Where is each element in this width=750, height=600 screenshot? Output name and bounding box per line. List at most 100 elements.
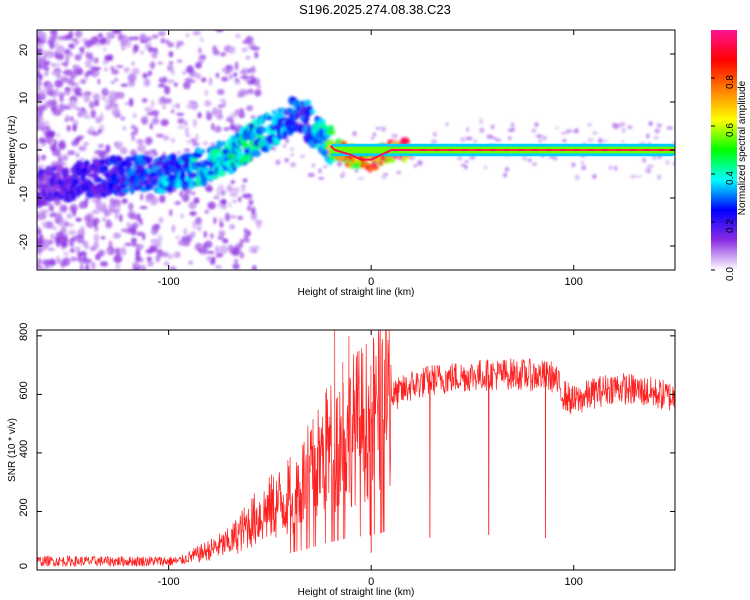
spectrogram-noise-blob: [538, 138, 543, 143]
spectrogram-noise-blob: [62, 257, 71, 266]
spectrogram-noise-blob: [120, 228, 129, 233]
spectrogram-ridge-blob: [260, 127, 268, 133]
spectrogram-noise-blob: [105, 32, 115, 37]
spectrogram-noise-blob: [229, 124, 237, 131]
spectrogram-noise-blob: [37, 121, 45, 128]
spectrogram-noise-blob: [147, 70, 153, 76]
snr-ytick-label: 400: [18, 440, 30, 458]
spectrogram-noise-blob: [155, 254, 161, 263]
snr-frame: [36, 329, 676, 571]
spectrogram-noise-blob: [176, 43, 180, 50]
spectrogram-noise-blob: [207, 201, 216, 210]
spectrogram-noise-blob: [141, 98, 148, 103]
spectrogram-noise-blob: [469, 155, 476, 160]
spectrogram-noise-blob: [176, 59, 183, 64]
spectrogram-noise-blob: [92, 93, 101, 102]
spectrogram-noise-blob: [445, 122, 449, 126]
spectrogram-ridge-blob: [273, 139, 281, 146]
spectrogram-noise-blob: [145, 136, 153, 145]
spectrogram-noise-blob: [78, 251, 87, 257]
spectrogram-noise-blob: [72, 124, 77, 132]
spectrogram-noise-blob: [79, 46, 85, 53]
spectrogram-noise-blob: [71, 242, 75, 248]
spectrogram-noise-blob: [56, 52, 65, 61]
spectrogram-noise-blob: [100, 236, 106, 240]
spectrogram-noise-blob: [290, 152, 294, 157]
spectrogram-noise-blob: [141, 264, 146, 270]
spectrogram-noise-blob: [250, 66, 256, 74]
spectrogram-noise-blob: [382, 173, 389, 176]
spectrogram-noise-blob: [84, 39, 93, 49]
spectrogram-noise-blob: [239, 252, 245, 259]
spectrogram-ridge-blob: [221, 140, 226, 147]
spectrogram-noise-blob: [203, 230, 208, 238]
spectrogram-noise-blob: [119, 213, 123, 223]
spectrogram-noise-blob: [84, 243, 90, 250]
spectrogram-noise-blob: [238, 196, 242, 203]
spectrogram-noise-blob: [70, 116, 74, 122]
snr-xtick-label: -100: [158, 576, 180, 588]
spectrogram-noise-blob: [573, 128, 579, 134]
spectrogram-noise-blob: [149, 122, 153, 130]
spectrogram-noise-blob: [592, 131, 598, 135]
spectrogram-noise-blob: [80, 79, 87, 84]
spectrogram-noise-blob: [621, 139, 625, 143]
spectrogram-noise-blob: [98, 32, 103, 38]
spectrogram-noise-blob: [171, 104, 180, 108]
spectrogram-noise-blob: [49, 143, 57, 152]
spectrogram-noise-blob: [37, 36, 40, 44]
spectrogram-noise-blob: [173, 82, 178, 87]
spectrogram-noise-blob: [197, 112, 202, 119]
spectrogram-noise-blob: [151, 117, 160, 125]
spectrogram-noise-blob: [219, 221, 224, 228]
chart-title: S196.2025.274.08.38.C23: [299, 2, 451, 17]
spectrogram-noise-blob: [37, 30, 41, 37]
spectrogram-noise-blob: [155, 241, 162, 248]
spectrogram-noise-blob: [84, 72, 90, 77]
spectrogram-noise-blob: [611, 122, 618, 127]
spectrogram-noise-blob: [466, 126, 470, 132]
spectrogram-noise-blob: [228, 202, 232, 208]
spectrogram-noise-blob: [214, 125, 222, 133]
spectrogram-noise-blob: [244, 193, 253, 199]
spectrogram-noise-blob: [182, 71, 186, 75]
spectrogram-noise-blob: [220, 52, 227, 57]
spectrogram-noise-blob: [187, 64, 193, 71]
spectrogram-noise-blob: [213, 216, 217, 225]
spectrogram-noise-blob: [199, 36, 204, 43]
spectrogram-noise-blob: [627, 125, 633, 129]
spectrogram-ridge-blob: [217, 170, 227, 177]
spectrogram-noise-blob: [94, 149, 103, 155]
spectrogram-noise-blob: [396, 171, 402, 174]
spectrogram-noise-blob: [158, 31, 166, 37]
spectrogram-noise-blob: [257, 84, 262, 89]
spectrogram-noise-blob: [83, 114, 91, 119]
spectrogram-noise-blob: [128, 97, 134, 107]
spectrogram-ridge-blob: [44, 195, 54, 203]
spectrogram-noise-blob: [108, 240, 113, 250]
spectrogram-noise-blob: [224, 70, 231, 75]
spectrogram-noise-blob: [59, 94, 64, 103]
spectrogram-noise-blob: [121, 198, 128, 204]
spectrogram-noise-blob: [70, 256, 77, 262]
spectrogram-noise-blob: [151, 50, 158, 59]
spectrogram-noise-blob: [55, 212, 63, 221]
spectrogram-noise-blob: [479, 127, 485, 134]
spectrogram-noise-blob: [250, 46, 260, 51]
spectrogram-noise-blob: [43, 65, 50, 72]
spectrogram-noise-blob: [37, 44, 44, 48]
spectrogram-noise-blob: [59, 218, 67, 227]
spectrogram-noise-blob: [247, 205, 251, 211]
spectrogram-noise-blob: [391, 133, 398, 139]
spectrogram-noise-blob: [608, 165, 613, 170]
spectrogram-noise-blob: [157, 83, 166, 88]
spectrogram-noise-blob: [139, 40, 148, 44]
spectrogram-noise-blob: [37, 231, 41, 236]
spectrogram-noise-blob: [137, 144, 146, 153]
spectrogram-noise-blob: [74, 246, 81, 251]
spectrogram-noise-blob: [97, 128, 102, 134]
spectrogram-noise-blob: [195, 61, 202, 69]
spectrogram-noise-blob: [246, 80, 255, 85]
spectrogram-noise-blob: [612, 125, 620, 130]
spectrogram-noise-blob: [61, 62, 68, 66]
